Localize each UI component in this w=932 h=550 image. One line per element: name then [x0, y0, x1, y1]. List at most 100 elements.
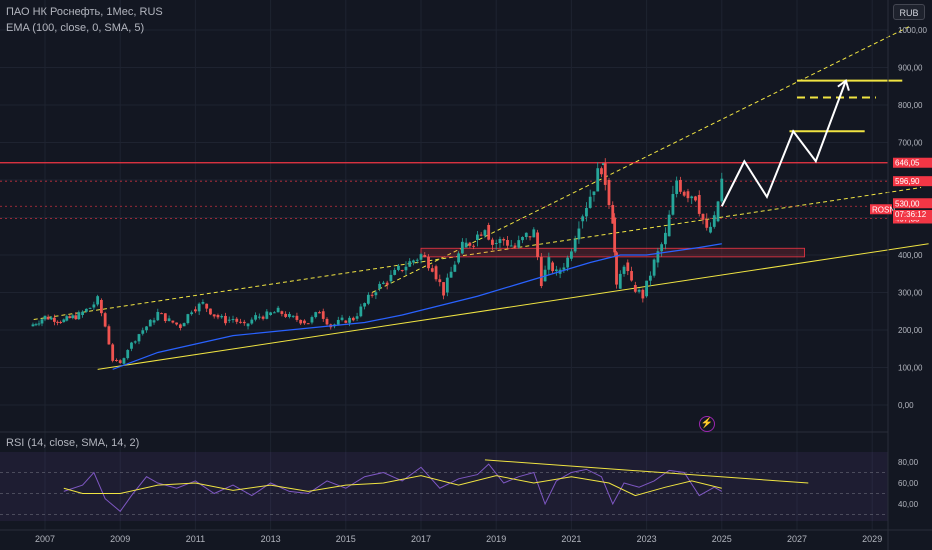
candle-body — [148, 319, 152, 327]
forecast-zigzag — [720, 80, 847, 207]
candle-body — [502, 238, 506, 241]
price-candles — [31, 158, 724, 365]
candle-body — [306, 323, 310, 325]
candle-body — [660, 244, 664, 252]
candle-body — [449, 271, 453, 278]
candle-body — [532, 229, 536, 238]
candle-body — [100, 300, 103, 314]
candle-body — [705, 219, 709, 228]
channel-lower-line — [97, 243, 929, 370]
candle-body — [340, 317, 344, 320]
candle-body — [611, 205, 615, 224]
candle-body — [43, 315, 47, 320]
rsi-ma-line — [63, 475, 722, 497]
candle-body — [622, 266, 626, 274]
candle-body — [697, 195, 701, 214]
candle-body — [261, 316, 265, 319]
candle-body — [675, 180, 679, 195]
x-tick-label: 2007 — [35, 534, 55, 544]
candle-body — [175, 322, 178, 325]
x-tick-label: 2027 — [787, 534, 807, 544]
candle-body — [528, 236, 532, 238]
candle-body — [630, 271, 633, 281]
candle-body — [77, 312, 81, 320]
candle-body — [430, 268, 434, 272]
candle-body — [37, 323, 41, 325]
candle-body — [84, 308, 88, 312]
forecast-arrowhead — [837, 78, 850, 91]
y-tick-label: 900,00 — [898, 64, 923, 73]
candle-body — [88, 307, 92, 309]
candle-body — [220, 315, 224, 318]
candle-body — [314, 312, 318, 318]
candle-body — [476, 234, 479, 240]
y-tick-label: 1000,00 — [898, 26, 927, 35]
x-tick-label: 2021 — [561, 534, 581, 544]
x-tick-label: 2029 — [862, 534, 882, 544]
candle-body — [460, 241, 464, 254]
x-tick-label: 2023 — [637, 534, 657, 544]
candle-body — [288, 314, 291, 317]
price-label-bg — [893, 176, 932, 187]
candle-body — [472, 245, 476, 247]
candle-body — [524, 232, 528, 237]
candle-body — [521, 236, 524, 241]
candle-body — [679, 180, 682, 192]
candle-body — [310, 317, 314, 323]
candle-body — [615, 252, 618, 285]
price-label: ROSN — [872, 205, 895, 214]
candle-body — [539, 256, 543, 287]
currency-button[interactable]: RUB — [893, 4, 925, 20]
candle-body — [167, 318, 171, 322]
x-tick-label: 2017 — [411, 534, 431, 544]
candle-body — [59, 321, 63, 323]
candle-body — [613, 217, 617, 253]
candle-body — [239, 321, 242, 323]
candle-body — [280, 311, 284, 314]
candle-body — [445, 277, 449, 293]
candle-body — [667, 214, 671, 237]
candle-body — [194, 309, 197, 312]
rsi-tick-label: 80,00 — [898, 458, 919, 467]
candle-body — [633, 285, 637, 292]
x-tick-label: 2015 — [336, 534, 356, 544]
candle-body — [547, 257, 551, 270]
candle-body — [291, 315, 295, 317]
candle-body — [664, 232, 667, 245]
y-tick-label: 0,00 — [898, 401, 914, 410]
candle-body — [56, 321, 59, 323]
candle-body — [513, 245, 517, 248]
candle-body — [570, 251, 573, 259]
rsi-panel — [0, 452, 888, 521]
candle-body — [318, 312, 321, 314]
candle-body — [601, 163, 605, 165]
candle-body — [126, 350, 130, 359]
candle-body — [442, 282, 445, 296]
rsi-tick-label: 60,00 — [898, 479, 919, 488]
candle-body — [585, 207, 588, 217]
candle-body — [641, 289, 645, 299]
candle-body — [49, 317, 53, 320]
ema-legend: EMA (100, close, 0, SMA, 5) — [6, 22, 145, 34]
candle-body — [366, 294, 370, 304]
candle-body — [551, 262, 554, 272]
candle-body — [415, 259, 419, 261]
candle-body — [31, 324, 35, 327]
candle-body — [74, 315, 78, 320]
candle-body — [145, 326, 148, 331]
candle-body — [359, 306, 363, 317]
candle-body — [581, 216, 585, 222]
candle-body — [254, 315, 257, 320]
candle-body — [111, 344, 115, 361]
candle-body — [618, 273, 622, 289]
rsi-trendline — [484, 459, 809, 484]
candle-body — [690, 196, 694, 199]
candle-body — [212, 314, 216, 317]
price-label-bg — [893, 198, 932, 209]
candle-body — [554, 269, 558, 272]
lightning-icon[interactable]: ⚡ — [699, 416, 715, 432]
candle-body — [509, 245, 513, 247]
candle-body — [412, 260, 415, 263]
